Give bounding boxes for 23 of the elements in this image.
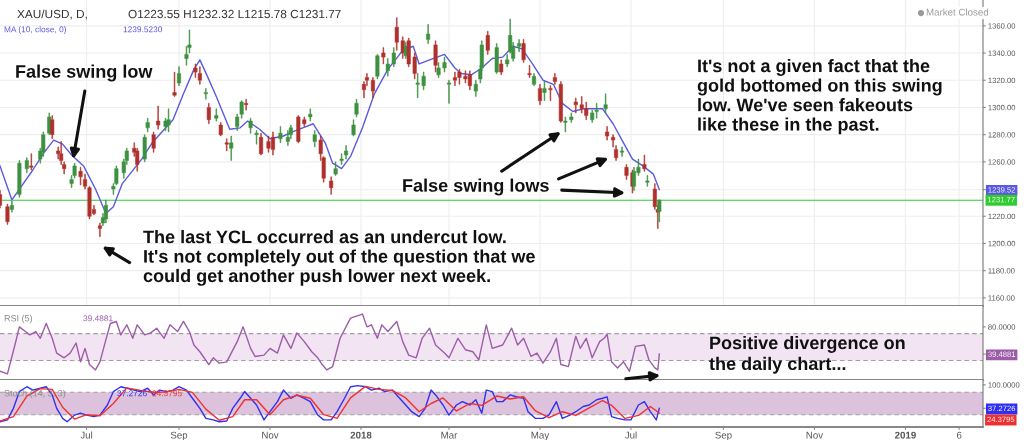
- text: RSI (5): [4, 314, 33, 324]
- x-tick-label: Mar: [441, 431, 458, 439]
- text: O1223.55 H1232.32 L1215.78 C1231.77: [128, 9, 341, 19]
- annotation: 1239.5230: [123, 26, 163, 33]
- x-tick-label: Jul: [624, 431, 637, 439]
- annotation: It's not a given fact that the gold bottomed on this swing low. We've seen fakeouts like these in the past.: [697, 59, 942, 135]
- x-tick-label: Jul: [80, 431, 93, 439]
- annotation: The last YCL occurred as an undercut low. It's not completely out of the question that we could get another push lower next week.: [143, 230, 535, 286]
- annotation: 39.4881: [83, 315, 113, 322]
- x-tick-label: Nov: [806, 431, 824, 439]
- x-tick-label: 6: [956, 431, 962, 439]
- x-tick-label: Sep: [170, 431, 188, 440]
- text: XAU/USD, D,: [17, 9, 87, 20]
- annotation: Market Closed: [926, 8, 989, 16]
- x-tick-label: Nov: [262, 431, 279, 439]
- annotation: False swing low: [16, 64, 153, 82]
- annotation: False swing lows: [403, 178, 549, 196]
- x-tick-label: May: [531, 431, 550, 440]
- text: MA (10, close, 0): [4, 26, 67, 34]
- x-tick-label: 2018: [350, 431, 372, 439]
- annotation: Positive divergence on the daily chart...: [709, 336, 905, 374]
- x-tick-label: Sep: [715, 431, 732, 440]
- x-tick-label: 2019: [894, 431, 916, 439]
